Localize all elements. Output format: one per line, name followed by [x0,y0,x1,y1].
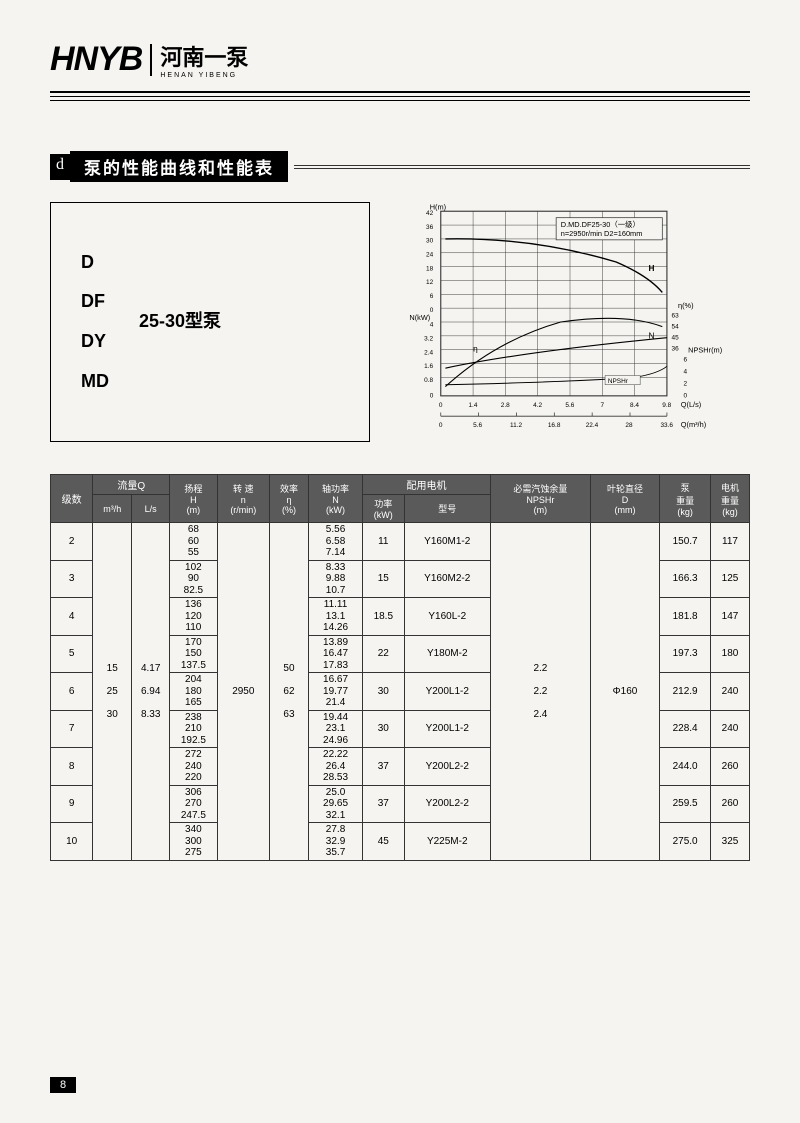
th-flow: 流量Q [93,475,170,495]
variant-df: DF [81,282,109,322]
section-title: 泵的性能曲线和性能表 [50,151,750,182]
svg-text:28: 28 [625,422,633,429]
performance-table: 级数 流量Q 扬程H(m) 转 速n(r/min) 效率η(%) 轴功率N(kW… [50,474,750,861]
svg-text:12: 12 [426,279,434,286]
svg-text:11.2: 11.2 [510,422,522,429]
svg-text:0.8: 0.8 [424,377,433,384]
logo-text: HNYB [50,40,142,79]
svg-text:Q(L/s): Q(L/s) [681,400,702,409]
svg-text:18: 18 [426,265,434,272]
th-shaft: 轴功率N(kW) [308,475,362,523]
svg-text:2.8: 2.8 [501,402,510,409]
svg-text:0: 0 [439,422,443,429]
svg-text:5.6: 5.6 [565,402,574,409]
svg-text:4: 4 [430,322,434,329]
pump-model-box: D DF DY MD 25-30型泵 [50,202,370,442]
svg-text:45: 45 [672,335,680,342]
th-pump-wt: 泵重量(kg) [660,475,711,523]
company-en: HENAN YIBENG [160,72,248,79]
svg-text:η(%): η(%) [678,301,694,310]
page-number: 8 [50,1077,76,1093]
svg-text:D.MD.DF25-30（一级）: D.MD.DF25-30（一级） [561,220,640,229]
th-flow-ls: L/s [132,495,170,523]
svg-text:1.6: 1.6 [424,363,433,370]
svg-text:42: 42 [426,210,434,217]
th-head: 扬程H(m) [170,475,217,523]
svg-text:4.2: 4.2 [533,402,542,409]
pump-variants: D DF DY MD 25-30型泵 [81,243,221,401]
svg-text:N: N [648,331,654,341]
svg-text:36: 36 [426,224,434,231]
svg-text:9.8: 9.8 [662,402,671,409]
variant-dy: DY [81,322,109,362]
th-motor: 配用电机 [363,475,491,495]
logo-divider [150,44,152,76]
chart-svg: D.MD.DF25-30（一级） n=2950r/min D2=160mm H … [390,202,750,442]
th-motor-pow: 功率(kW) [363,495,404,523]
th-speed: 转 速n(r/min) [217,475,269,523]
section-tab-icon [50,154,70,180]
header-rules [50,91,750,101]
svg-text:6: 6 [430,293,434,300]
table-row: 21525304.176.948.3368605529505062635.566… [51,523,750,561]
svg-text:7: 7 [600,402,604,409]
svg-text:3.2: 3.2 [424,335,433,342]
th-stage: 级数 [51,475,93,523]
svg-text:8.4: 8.4 [630,402,639,409]
svg-text:1.4: 1.4 [468,402,477,409]
variant-d: D [81,243,109,283]
variant-md: MD [81,362,109,402]
svg-text:0: 0 [430,393,434,400]
svg-text:0: 0 [684,393,688,400]
th-eff: 效率η(%) [270,475,309,523]
th-npshr: 必需汽蚀余量NPSHr(m) [491,475,591,523]
svg-text:6: 6 [684,357,688,364]
svg-text:H: H [648,263,654,273]
th-impeller: 叶轮直径D(mm) [590,475,659,523]
svg-text:63: 63 [672,312,680,319]
company-cn: 河南一泵 [160,40,248,72]
svg-text:30: 30 [426,238,434,245]
th-motor-wt: 电机重量(kg) [711,475,750,523]
svg-text:36: 36 [672,346,680,353]
svg-text:NPSHr: NPSHr [608,378,629,385]
model-number: 25-30型泵 [139,302,221,342]
svg-text:n=2950r/min D2=160mm: n=2950r/min D2=160mm [561,229,643,238]
svg-text:16.8: 16.8 [548,422,561,429]
svg-text:Q(m³/h): Q(m³/h) [681,420,706,429]
svg-text:0: 0 [430,307,434,314]
title-lines [294,163,750,171]
svg-text:5.6: 5.6 [473,422,482,429]
svg-text:2.4: 2.4 [424,349,433,356]
svg-text:0: 0 [439,402,443,409]
svg-text:22.4: 22.4 [586,422,599,429]
th-motor-model: 型号 [404,495,491,523]
header-logo: HNYB 河南一泵 HENAN YIBENG [50,40,750,79]
th-flow-m3h: m³/h [93,495,132,523]
section-title-text: 泵的性能曲线和性能表 [70,151,288,182]
svg-text:2: 2 [684,381,688,388]
svg-text:33.6: 33.6 [660,422,673,429]
svg-text:η: η [473,344,478,354]
svg-text:24: 24 [426,251,434,258]
company-names: 河南一泵 HENAN YIBENG [160,40,248,79]
performance-chart: D.MD.DF25-30（一级） n=2950r/min D2=160mm H … [390,202,750,444]
svg-text:54: 54 [672,323,680,330]
svg-text:N(kW): N(kW) [409,313,430,322]
svg-text:4: 4 [684,369,688,376]
svg-text:NPSHr(m): NPSHr(m) [688,345,722,354]
